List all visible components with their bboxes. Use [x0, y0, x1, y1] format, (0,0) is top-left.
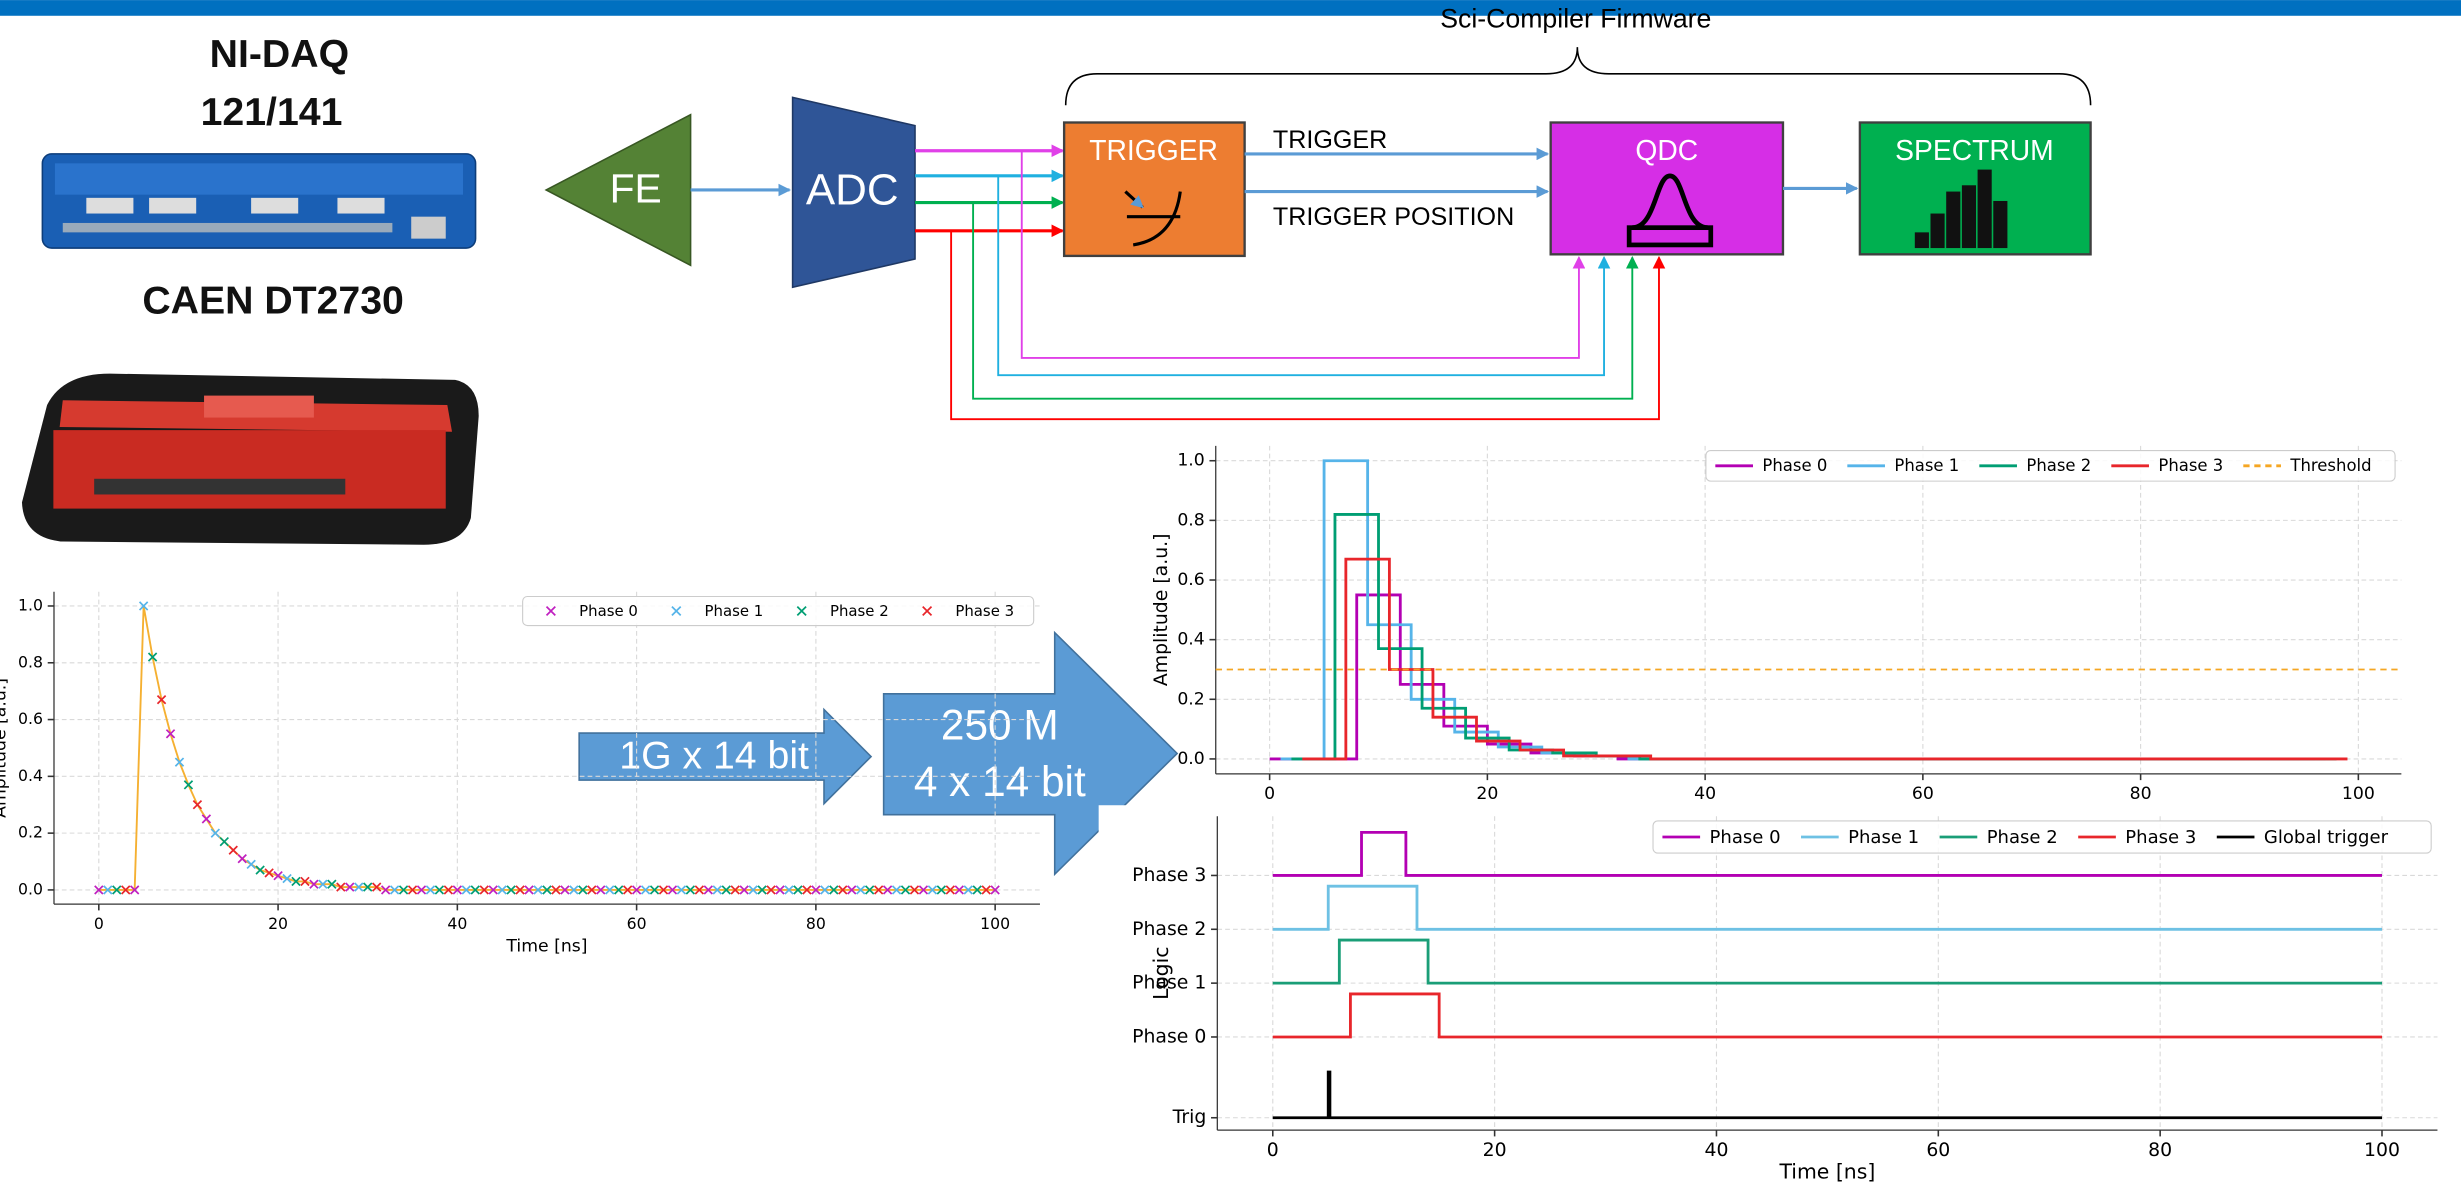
legend-label: Phase 3	[2158, 456, 2223, 475]
marker	[184, 781, 192, 789]
legend-label: Phase 1	[705, 602, 764, 620]
legend-label: Phase 0	[579, 602, 638, 620]
x-tick-label: 0	[94, 914, 104, 933]
step-line	[1302, 559, 2347, 759]
x-tick-label: 100	[2364, 1140, 2400, 1161]
y-tick-label: 0.8	[18, 652, 43, 671]
x-tick-label: 0	[1267, 1140, 1279, 1161]
y-tick-label: 0.6	[1177, 570, 1204, 590]
y-tick-label: 0.6	[18, 709, 43, 728]
x-tick-label: 20	[1483, 1140, 1507, 1161]
y-tick-label: 0.8	[1177, 510, 1204, 530]
y-tick-label: Trig	[1172, 1107, 1207, 1128]
adc-label: ADC	[806, 166, 899, 215]
feedback-line	[951, 231, 1659, 419]
device-label: 121/141	[201, 90, 343, 134]
legend-label: Phase 1	[1894, 456, 1959, 475]
slide: NI-DAQ 121/141 CAEN DT2730 FE ADC Sci-Co…	[0, 0, 2461, 1182]
top-bar	[0, 0, 2461, 16]
y-axis-label: Logic	[1149, 947, 1173, 1000]
x-tick-label: 80	[2130, 784, 2152, 804]
x-tick-label: 60	[627, 914, 647, 933]
y-tick-label: 0.0	[1177, 749, 1204, 769]
marker	[220, 838, 228, 846]
y-tick-label: 0.2	[1177, 689, 1204, 709]
page: {"device_labels": ["NI-DAQ", "121/141", …	[0, 0, 2461, 1182]
ni-daq-device	[42, 154, 475, 248]
x-tick-label: 40	[1704, 1140, 1728, 1161]
trigger-label: TRIGGER	[1089, 134, 1218, 166]
legend-label: Phase 0	[1762, 456, 1827, 475]
x-tick-label: 20	[1476, 784, 1498, 804]
legend-label: Phase 3	[955, 602, 1014, 620]
brace	[1066, 47, 2091, 105]
x-tick-label: 60	[1912, 784, 1934, 804]
x-axis-label: Time [ns]	[1778, 1160, 1875, 1182]
signal-label: TRIGGER	[1273, 126, 1387, 154]
y-tick-label: 1.0	[18, 595, 43, 614]
marker	[247, 860, 255, 868]
legend-label: Phase 3	[2125, 827, 2196, 848]
x-tick-label: 80	[806, 914, 826, 933]
legend-label: Threshold	[2289, 456, 2371, 475]
y-tick-label: Phase 3	[1132, 865, 1206, 886]
device-label: NI-DAQ	[210, 32, 349, 76]
x-tick-label: 100	[2342, 784, 2375, 804]
y-tick-label: 1.0	[1177, 451, 1204, 471]
device-label: CAEN DT2730	[142, 278, 404, 322]
x-tick-label: 40	[447, 914, 467, 933]
marker	[238, 855, 246, 863]
y-tick-label: 0.4	[1177, 630, 1204, 650]
legend-label: Phase 2	[2026, 456, 2091, 475]
step-line	[1270, 595, 2315, 759]
legend-label: Global trigger	[2264, 827, 2389, 848]
x-tick-label: 100	[980, 914, 1010, 933]
x-axis-label: Time [ns]	[505, 936, 587, 956]
charts: 0 20 40 60 80 100 0.0 0.2 0.4 0.6 0.8 1.0 Time [ns] A…	[0, 446, 2461, 1182]
rate-label: 250 M	[941, 702, 1059, 749]
legend-label: Phase 1	[1848, 827, 1919, 848]
signal-label: TRIGGER POSITION	[1273, 203, 1514, 231]
fe-label: FE	[610, 165, 662, 211]
x-tick-label: 80	[2148, 1140, 2172, 1161]
legend: Phase 0 Phase 1 Phase 2 Phase 3 Global trigg…	[1653, 821, 2431, 853]
y-tick-label: Phase 2	[1132, 919, 1206, 940]
step-line	[1291, 514, 2336, 759]
marker	[193, 801, 201, 809]
step-line	[1281, 461, 2326, 759]
rate-label: 4 x 14 bit	[914, 758, 1086, 805]
legend: Phase 0 Phase 1 Phase 2 Phase 3	[523, 596, 1034, 625]
rate-label: 1G x 14 bit	[619, 734, 809, 778]
y-tick-label: Phase 0	[1132, 1026, 1206, 1047]
x-tick-label: 40	[1694, 784, 1716, 804]
y-tick-label: 0.4	[18, 766, 43, 785]
marker	[202, 815, 210, 823]
x-tick-label: 20	[268, 914, 288, 933]
firmware-label: Sci-Compiler Firmware	[1440, 4, 1711, 34]
x-tick-label: 0	[1264, 784, 1275, 804]
legend: Phase 0 Phase 1 Phase 2 Phase 3 Threshold	[1706, 451, 2395, 482]
y-axis-label: Amplitude [a.u.]	[1151, 534, 1172, 687]
y-tick-label: 0.2	[18, 823, 43, 842]
marker	[229, 846, 237, 854]
y-tick-label: 0.0	[18, 879, 43, 898]
qdc-label: QDC	[1635, 134, 1698, 166]
legend-label: Phase 2	[830, 602, 889, 620]
caen-device	[22, 374, 479, 545]
legend-label: Phase 2	[1987, 827, 2058, 848]
y-axis-label: Amplitude [a.u.]	[0, 678, 11, 818]
spectrum-label: SPECTRUM	[1895, 134, 2054, 166]
chart-background	[1099, 805, 2461, 1182]
x-tick-label: 60	[1926, 1140, 1950, 1161]
legend-label: Phase 0	[1710, 827, 1781, 848]
